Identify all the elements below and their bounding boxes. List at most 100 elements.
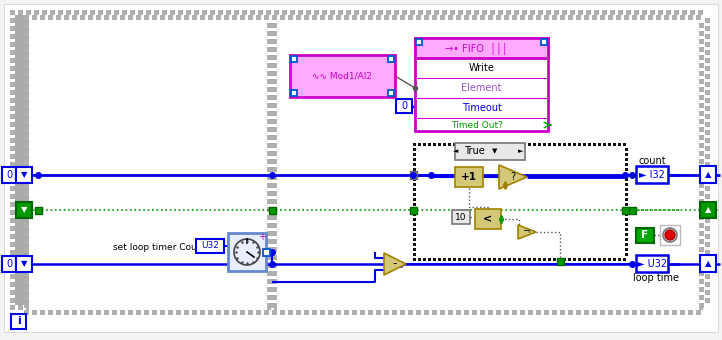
Bar	[623, 143, 626, 146]
Bar	[592, 310, 597, 315]
Bar	[699, 151, 704, 156]
Bar	[699, 303, 704, 308]
Text: +: +	[258, 232, 266, 242]
Bar	[413, 148, 416, 151]
Bar	[282, 305, 287, 310]
Bar	[388, 90, 394, 96]
Bar	[386, 10, 391, 15]
Bar	[512, 310, 517, 315]
Bar	[560, 310, 565, 315]
Bar	[352, 310, 357, 315]
Bar	[162, 10, 167, 15]
Bar	[538, 10, 543, 15]
Bar	[413, 248, 416, 251]
Bar	[705, 146, 710, 151]
Bar	[154, 10, 159, 15]
Bar	[464, 310, 469, 315]
Bar	[570, 305, 575, 310]
Bar	[504, 15, 509, 20]
Bar	[416, 15, 421, 20]
Bar	[520, 15, 525, 20]
Bar	[226, 305, 231, 310]
Bar	[354, 305, 359, 310]
Bar	[24, 79, 29, 84]
Bar	[699, 207, 704, 212]
Bar	[388, 56, 394, 62]
Bar	[408, 310, 413, 315]
Bar	[625, 228, 628, 231]
Bar	[625, 248, 628, 251]
Bar	[24, 223, 29, 228]
Bar	[24, 47, 29, 52]
Bar	[10, 66, 15, 71]
Bar	[642, 305, 647, 310]
Bar	[330, 10, 335, 15]
Bar	[563, 143, 566, 146]
Bar	[10, 234, 15, 239]
Bar	[402, 305, 407, 310]
Bar	[178, 305, 183, 310]
Bar	[699, 199, 704, 204]
Bar	[458, 258, 461, 261]
Bar	[413, 163, 416, 166]
Bar	[622, 206, 628, 214]
Bar	[458, 305, 463, 310]
Text: Write: Write	[469, 63, 495, 73]
Bar	[10, 266, 15, 271]
Bar	[608, 310, 613, 315]
Bar	[699, 127, 704, 132]
Bar	[232, 310, 237, 315]
Bar	[24, 287, 29, 292]
Bar	[176, 15, 181, 20]
Bar	[541, 39, 547, 45]
Bar	[394, 10, 399, 15]
Bar	[96, 310, 101, 315]
Bar	[705, 58, 710, 63]
Bar	[328, 15, 333, 20]
Bar	[272, 295, 277, 300]
Bar	[493, 258, 496, 261]
Bar	[280, 15, 285, 20]
Bar	[272, 231, 277, 236]
Bar	[370, 305, 375, 310]
Bar	[528, 258, 531, 261]
Bar	[473, 143, 476, 146]
Bar	[24, 207, 29, 212]
Bar	[588, 258, 591, 261]
Bar	[418, 258, 421, 261]
Bar	[48, 15, 53, 20]
Bar	[18, 10, 23, 15]
Bar	[523, 258, 526, 261]
Polygon shape	[499, 165, 527, 189]
Bar	[625, 253, 628, 256]
Bar	[602, 305, 607, 310]
Bar	[699, 167, 704, 172]
Bar	[170, 10, 175, 15]
Bar	[378, 10, 383, 15]
Bar	[362, 10, 367, 15]
Bar	[442, 305, 447, 310]
Bar	[562, 305, 567, 310]
Bar	[267, 127, 272, 132]
Bar	[66, 305, 71, 310]
Bar	[625, 173, 628, 176]
Bar	[24, 159, 29, 164]
Bar	[632, 15, 637, 20]
Bar	[24, 247, 29, 252]
Bar	[463, 258, 466, 261]
Text: Timed Out?: Timed Out?	[451, 120, 503, 130]
Bar	[618, 143, 621, 146]
Bar	[493, 143, 496, 146]
Bar	[354, 10, 359, 15]
Bar	[705, 194, 710, 199]
Bar	[290, 10, 295, 15]
Bar	[666, 10, 671, 15]
Bar	[24, 151, 29, 156]
Bar	[618, 10, 623, 15]
Bar	[267, 207, 272, 212]
Bar	[120, 310, 125, 315]
Text: ► U32: ► U32	[637, 259, 667, 269]
Bar	[548, 143, 551, 146]
Bar	[578, 258, 581, 261]
Bar	[636, 228, 654, 243]
